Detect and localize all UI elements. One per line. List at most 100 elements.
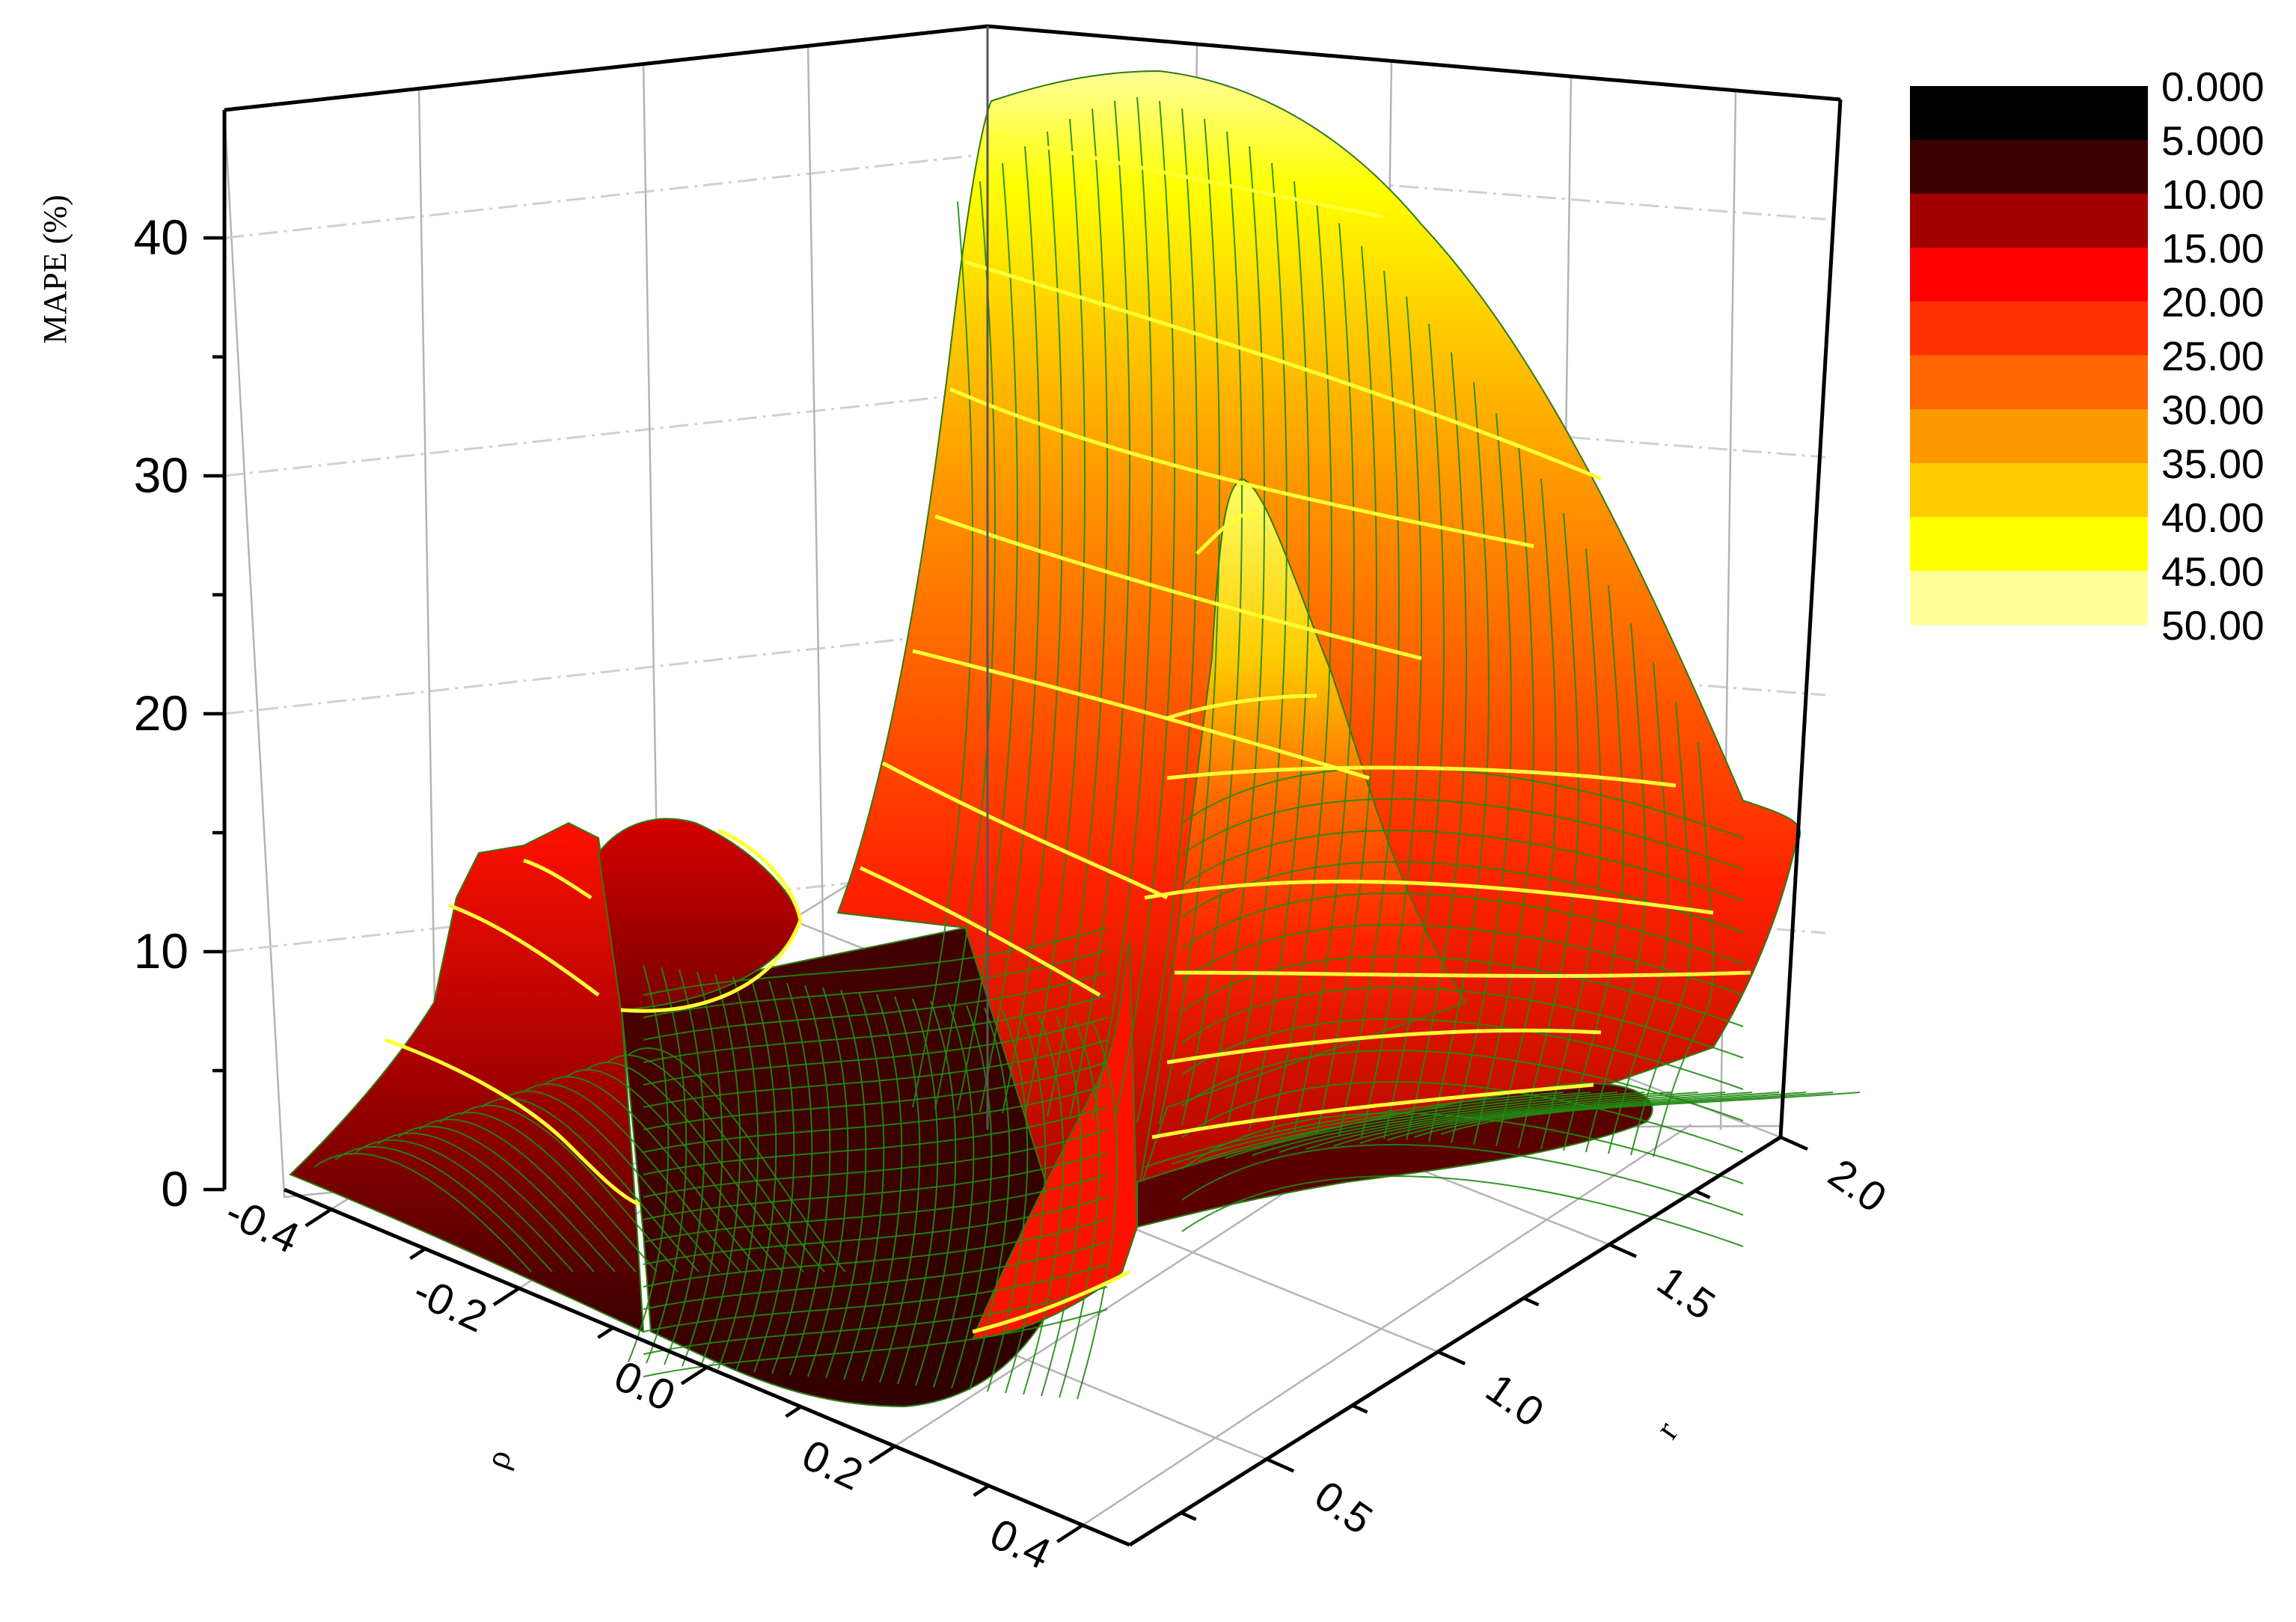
mesh-line — [861, 994, 903, 1382]
mesh-line — [643, 1062, 1108, 1130]
z-gridline — [224, 153, 988, 239]
contour-line — [964, 260, 1602, 481]
surface-front-panel — [971, 942, 1139, 1341]
mesh-line — [1496, 478, 1557, 1147]
contour-line — [523, 858, 593, 900]
mesh-line — [544, 1076, 762, 1273]
x-tick-label: 0.0 — [607, 1351, 682, 1421]
mesh-line — [1092, 97, 1153, 1120]
x-minor-tick — [409, 1247, 426, 1261]
mesh-line — [628, 1047, 846, 1273]
x-tick — [304, 1208, 333, 1228]
x-tick — [492, 1287, 521, 1306]
contour-line — [912, 649, 1370, 780]
legend-swatch — [1910, 463, 2148, 518]
mesh-line — [643, 1219, 1108, 1288]
mesh-line — [789, 985, 831, 1376]
legend-swatch — [1910, 140, 2148, 195]
mesh-line — [1181, 893, 1744, 964]
mesh-line — [717, 976, 759, 1370]
surface — [289, 70, 1861, 1408]
mesh-line — [643, 1017, 1108, 1086]
mesh-line — [1316, 245, 1377, 1135]
mesh-line — [934, 181, 996, 1110]
mesh-line — [1181, 1081, 1744, 1153]
z-tick-label: 40 — [134, 209, 189, 265]
mesh-line — [933, 1003, 975, 1388]
mesh-line — [1041, 1016, 1083, 1397]
mesh-line — [1361, 296, 1422, 1138]
y-tick — [1437, 1350, 1466, 1365]
z-tick-label: 0 — [161, 1161, 189, 1216]
legend-swatch — [1910, 86, 2148, 141]
right-edge-line — [1778, 99, 1843, 1138]
z-tick-label: 10 — [134, 923, 189, 979]
legend-label: 25.00 — [2161, 333, 2265, 379]
legend-swatch — [1910, 355, 2148, 410]
mesh-line — [1005, 1012, 1047, 1394]
mesh-line — [1563, 585, 1624, 1151]
mesh-line — [987, 1009, 1029, 1392]
contour-line — [1166, 765, 1677, 788]
mesh-line — [460, 1104, 679, 1273]
contour-line — [448, 903, 600, 997]
contour-line — [1144, 879, 1714, 915]
contour-line — [972, 1270, 1131, 1334]
y-axis-label: r — [1647, 1414, 1686, 1445]
mesh-line — [1171, 1092, 1591, 1165]
color-legend: 0.000 5.000 10.00 15.00 20.00 25.00 30.00 35.00… — [1910, 64, 2265, 649]
mesh-line — [1271, 201, 1332, 1132]
z-gridline — [224, 628, 988, 715]
legend-label: 15.00 — [2161, 225, 2265, 272]
mesh-line — [1181, 1050, 1744, 1121]
mesh-line — [1047, 108, 1108, 1117]
mesh-line — [1630, 701, 1692, 1156]
mesh-line — [643, 1151, 1108, 1220]
mesh-line — [1136, 108, 1198, 1123]
contour-lines — [385, 132, 1751, 1334]
legend-label: 10.00 — [2161, 171, 2265, 218]
contour-line — [1166, 694, 1317, 720]
mesh-line — [1181, 1018, 1744, 1090]
mesh-line — [957, 162, 1018, 1111]
legend-label: 30.00 — [2161, 387, 2265, 433]
y-tick-label: 1.5 — [1649, 1257, 1724, 1329]
surface-left-ridge — [289, 821, 645, 1333]
x-tick-label: -0.2 — [406, 1267, 495, 1342]
mesh-line — [1114, 100, 1175, 1121]
mesh-line — [1181, 924, 1744, 996]
mesh-line — [1002, 131, 1063, 1114]
mesh-line — [523, 1083, 741, 1273]
mesh-line — [643, 1264, 1108, 1332]
x-minor-tick — [785, 1405, 802, 1419]
mesh-line — [897, 998, 939, 1385]
mesh-line — [643, 1039, 1108, 1108]
mesh-line — [643, 1107, 1108, 1175]
contour-line — [934, 514, 1422, 661]
mesh-line — [735, 978, 777, 1371]
mesh-line — [969, 1007, 1011, 1391]
legend-swatch — [1910, 302, 2148, 356]
mesh-line — [1386, 1092, 1807, 1141]
mesh-line — [699, 973, 741, 1368]
mesh-line — [1428, 382, 1490, 1142]
contour-line — [620, 828, 803, 1013]
x-tick — [868, 1445, 896, 1464]
contour-line — [1166, 1028, 1602, 1065]
mesh-line — [682, 971, 723, 1367]
mesh-line — [1181, 830, 1744, 902]
y-minor-tick — [1180, 1511, 1197, 1522]
mesh-line — [1305, 1092, 1726, 1150]
mesh-line — [565, 1068, 783, 1273]
mesh-line — [979, 146, 1041, 1113]
x-tick — [680, 1365, 708, 1386]
mesh-line — [753, 980, 795, 1373]
y-tick-label: 0.5 — [1306, 1471, 1381, 1543]
legend-label: 50.00 — [2161, 602, 2265, 649]
contour-line — [859, 866, 1101, 997]
mesh-line — [664, 969, 705, 1365]
y-ticks: 0.5 1.0 1.5 2.0 — [1180, 1135, 1895, 1543]
mesh-line — [1181, 955, 1744, 1027]
mesh-line — [313, 1152, 532, 1273]
